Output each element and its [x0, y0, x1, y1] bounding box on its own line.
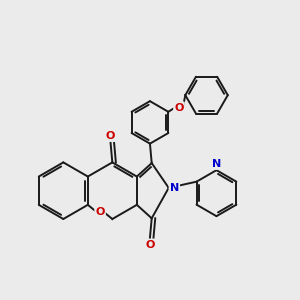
Text: O: O [95, 207, 105, 217]
Text: O: O [174, 103, 184, 112]
Text: O: O [146, 240, 155, 250]
Text: N: N [170, 183, 179, 193]
Text: O: O [106, 131, 115, 141]
Text: N: N [212, 159, 221, 169]
